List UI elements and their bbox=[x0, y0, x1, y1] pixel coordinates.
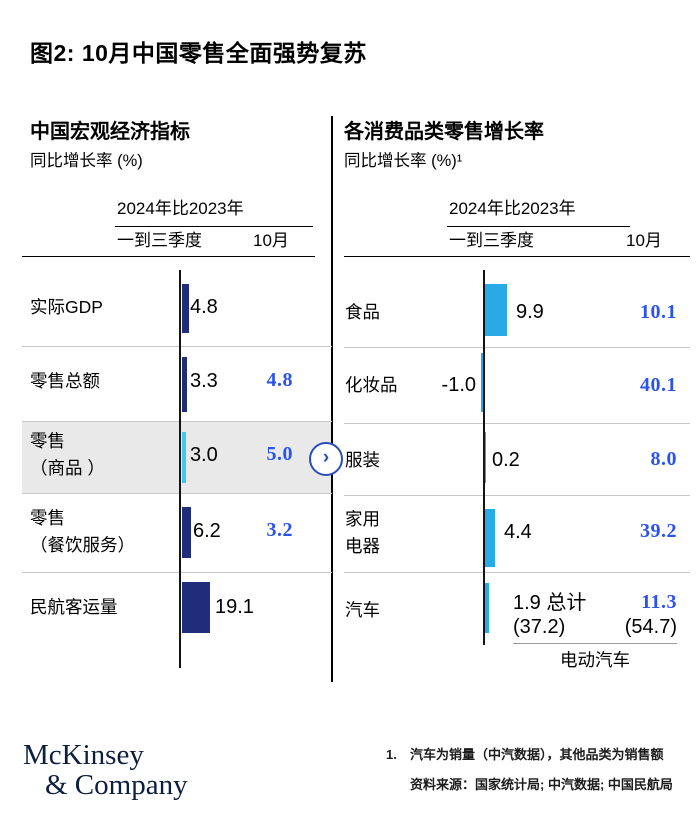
left-header-underline bbox=[22, 256, 315, 257]
row-oct-value: 10.1 bbox=[640, 301, 677, 323]
bar-civil-aviation bbox=[182, 582, 211, 633]
chevron-right-icon: › bbox=[309, 442, 343, 476]
chevron-glyph: › bbox=[322, 447, 330, 468]
row-label: 零售 bbox=[30, 508, 65, 528]
ev-label: 电动汽车 bbox=[560, 650, 630, 670]
footnote-source-line: 资料来源：国家统计局; 中汽数据; 中国民航局 bbox=[410, 777, 673, 792]
right-axis-line bbox=[483, 270, 485, 645]
row-divider bbox=[344, 347, 690, 348]
left-axis-line bbox=[179, 270, 181, 668]
left-col-group-header: 2024年比2023年 bbox=[117, 199, 244, 218]
row-q13-value: 3.0 bbox=[190, 444, 218, 466]
mckinsey-logo-line2: & Company bbox=[45, 769, 188, 801]
row-label: 民航客运量 bbox=[30, 597, 118, 617]
row-label-line2: （餐饮服务） bbox=[30, 535, 135, 555]
row-divider bbox=[22, 572, 332, 573]
row-label: 服装 bbox=[345, 450, 380, 470]
row-divider bbox=[344, 495, 690, 496]
bar-retail-catering bbox=[182, 507, 192, 558]
row-label: 零售 bbox=[30, 431, 65, 451]
row-q13-value: -1.0 bbox=[441, 374, 476, 396]
row-ev-q13-value: (37.2) bbox=[513, 616, 566, 638]
bar-autos bbox=[485, 583, 490, 633]
right-col-group-underline bbox=[447, 226, 630, 227]
footnote-marker: 1. bbox=[386, 747, 397, 762]
left-col-group-underline bbox=[115, 226, 313, 227]
row-q13-value: 6.2 bbox=[193, 520, 221, 542]
left-panel-subheading: 同比增长率 (%) bbox=[30, 152, 143, 170]
row-label: 实际GDP bbox=[30, 297, 103, 317]
row-oct-value: 40.1 bbox=[640, 374, 677, 396]
row-label: 化妆品 bbox=[345, 375, 398, 395]
row-oct-value: 4.8 bbox=[266, 369, 293, 391]
left-col-q13-header: 一到三季度 bbox=[117, 231, 202, 250]
row-ev-oct-value: (54.7) bbox=[624, 616, 677, 638]
right-col-q13-header: 一到三季度 bbox=[449, 231, 534, 250]
row-q13-value: 4.4 bbox=[504, 521, 532, 543]
bar-retail-goods bbox=[182, 432, 187, 483]
row-q13-value: 4.8 bbox=[190, 296, 218, 318]
highlight-row-background bbox=[22, 422, 331, 493]
row-label: 零售总额 bbox=[30, 371, 100, 391]
row-oct-value: 11.3 bbox=[641, 591, 677, 613]
row-q13-value: 9.9 bbox=[516, 301, 544, 323]
row-label-line2: 电器 bbox=[345, 536, 380, 556]
row-label: 汽车 bbox=[345, 600, 380, 620]
row-divider bbox=[344, 572, 690, 573]
bar-apparel bbox=[485, 432, 486, 483]
row-label-line2: （商品 ） bbox=[30, 458, 105, 478]
right-header-underline bbox=[344, 256, 690, 257]
bar-real-gdp bbox=[182, 284, 190, 333]
panel-divider-line bbox=[331, 116, 333, 682]
bar-cosmetics bbox=[480, 353, 483, 412]
row-q13-value: 19.1 bbox=[215, 596, 254, 618]
bar-home-appliances bbox=[485, 509, 495, 567]
bar-retail-total bbox=[182, 357, 187, 412]
row-q13-value: 3.3 bbox=[190, 370, 218, 392]
row-q13-value: 1.9 总计 bbox=[513, 592, 587, 614]
row-oct-value: 39.2 bbox=[640, 520, 677, 542]
left-col-oct-header: 10月 bbox=[253, 231, 289, 250]
right-col-oct-header: 10月 bbox=[626, 231, 662, 250]
row-label: 食品 bbox=[345, 302, 380, 322]
footnote-line1: 汽车为销量（中汽数据），其他品类为销售额 bbox=[410, 747, 664, 762]
row-divider bbox=[22, 493, 332, 494]
row-divider bbox=[22, 421, 332, 422]
row-q13-value: 0.2 bbox=[492, 449, 520, 471]
page-title: 图2: 10月中国零售全面强势复苏 bbox=[30, 40, 367, 66]
ev-bracket-line bbox=[513, 643, 677, 644]
row-divider bbox=[344, 423, 690, 424]
bar-food bbox=[485, 284, 508, 336]
mckinsey-logo-line1: McKinsey bbox=[23, 739, 144, 771]
right-panel-heading: 各消费品类零售增长率 bbox=[344, 121, 544, 143]
row-oct-value: 8.0 bbox=[650, 448, 677, 470]
row-oct-value: 5.0 bbox=[266, 443, 293, 465]
row-divider bbox=[22, 346, 332, 347]
right-panel-subheading: 同比增长率 (%)¹ bbox=[344, 152, 463, 170]
row-label: 家用 bbox=[345, 509, 380, 529]
right-col-group-header: 2024年比2023年 bbox=[449, 199, 576, 218]
row-oct-value: 3.2 bbox=[266, 519, 293, 541]
left-panel-heading: 中国宏观经济指标 bbox=[30, 121, 190, 143]
